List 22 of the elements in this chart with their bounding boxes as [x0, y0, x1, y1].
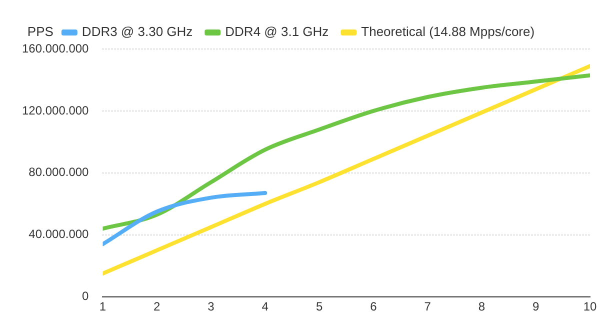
y-tick-label: 0: [82, 289, 90, 304]
x-tick-label: 2: [154, 299, 161, 314]
x-tick-label: 10: [583, 299, 597, 314]
x-tick-label: 8: [478, 299, 486, 314]
legend-label: DDR4 @ 3.1 GHz: [225, 24, 329, 40]
x-tick-label: 4: [262, 299, 269, 314]
x-tick-label: 3: [208, 299, 215, 314]
x-tick-label: 9: [532, 299, 540, 314]
x-tick-label: 5: [316, 299, 323, 314]
x-tick-label: 6: [370, 299, 378, 314]
line-series: [102, 64, 590, 276]
y-tick-label: 40.000.000: [28, 227, 90, 242]
legend-label: DDR3 @ 3.30 GHz: [82, 24, 193, 40]
y-tick-label: 120.000.000: [22, 103, 90, 118]
y-axis-title: PPS: [27, 24, 54, 40]
y-tick-label: 160.000.000: [22, 41, 90, 56]
x-tick-label: 7: [424, 299, 432, 314]
x-tick-label: 1: [99, 299, 106, 314]
line-series: [102, 191, 268, 246]
y-tick-label: 80.000.000: [28, 165, 90, 180]
line-series: [102, 73, 590, 231]
legend-label: Theoretical (14.88 Mpps/core): [361, 24, 535, 40]
